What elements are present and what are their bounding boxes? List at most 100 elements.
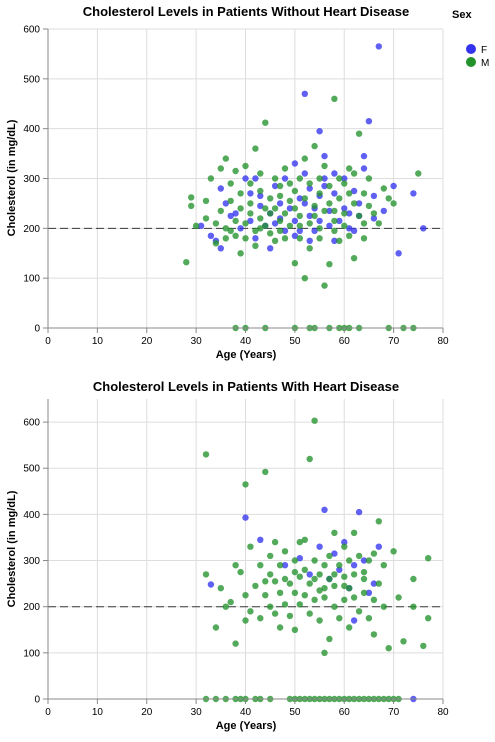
data-point-m <box>331 227 338 234</box>
data-point-m <box>316 235 323 242</box>
data-point-m <box>350 200 358 207</box>
data-point-m <box>242 162 249 170</box>
data-point-m <box>311 212 318 220</box>
data-point-m <box>257 170 264 177</box>
data-point-f <box>257 192 264 200</box>
data-point-m <box>202 197 210 205</box>
data-point-m <box>360 568 368 576</box>
data-point-f <box>341 205 348 212</box>
data-point-f <box>410 190 417 197</box>
data-point-m <box>271 237 279 244</box>
x-tick-label: 80 <box>437 707 449 718</box>
data-point-m <box>291 187 299 195</box>
data-point-m <box>355 212 363 220</box>
data-point-m <box>296 573 303 580</box>
data-point-m <box>252 227 259 234</box>
data-point-f <box>296 195 303 202</box>
data-point-m <box>276 192 284 200</box>
data-point-m <box>276 624 284 631</box>
data-point-m <box>232 562 239 569</box>
data-point-m <box>311 142 318 150</box>
data-point-f <box>360 557 368 564</box>
data-point-m <box>316 617 323 624</box>
data-point-f <box>331 170 338 177</box>
data-point-f <box>321 152 328 160</box>
data-point-f <box>217 185 224 192</box>
data-point-f <box>301 170 308 177</box>
axes: 0 10 20 30 40 50 60 70 80 0 100 200 300 400 500 600 <box>23 399 449 718</box>
data-point-m <box>321 562 328 569</box>
data-point-m <box>301 592 308 599</box>
y-axis-label: Cholesterol (in mg/dL) <box>6 490 18 607</box>
data-point-m <box>237 205 244 212</box>
data-point-f <box>217 245 224 252</box>
data-point-m <box>370 596 378 603</box>
data-point-f <box>326 207 333 215</box>
data-point-f <box>247 190 254 197</box>
data-point-m <box>360 220 368 227</box>
data-point-m <box>400 638 407 645</box>
data-point-m <box>311 202 318 210</box>
data-point-m <box>375 220 382 227</box>
data-point-m <box>257 187 264 195</box>
data-point-f <box>370 192 378 200</box>
data-point-m <box>296 222 303 229</box>
data-point-m <box>267 571 274 578</box>
data-point-m <box>267 552 274 560</box>
data-point-m <box>370 210 378 217</box>
legend: Sex F M <box>452 9 489 69</box>
data-point-m <box>237 568 244 576</box>
data-point-m <box>232 232 239 239</box>
data-point-m <box>242 592 249 599</box>
data-point-f <box>321 506 328 513</box>
data-point-m <box>257 225 264 232</box>
data-point-m <box>247 200 254 207</box>
data-point-m <box>346 232 353 239</box>
data-point-m <box>306 220 313 227</box>
data-point-f <box>227 212 234 220</box>
data-point-m <box>311 557 318 564</box>
data-point-m <box>331 529 338 536</box>
data-point-m <box>410 575 417 583</box>
data-point-m <box>380 603 387 610</box>
data-point-m <box>227 180 234 187</box>
data-point-f <box>242 175 249 182</box>
data-point-f <box>346 225 353 232</box>
data-point-m <box>183 259 190 266</box>
data-point-m <box>291 568 299 576</box>
data-point-f <box>420 225 427 232</box>
data-point-f <box>281 175 289 182</box>
x-tick-label: 10 <box>92 336 104 347</box>
data-point-f <box>350 562 358 569</box>
data-point-m <box>242 220 249 227</box>
data-point-m <box>222 235 229 242</box>
data-point-m <box>301 155 308 162</box>
x-tick-label: 20 <box>141 707 153 718</box>
data-point-m <box>212 624 220 631</box>
y-tick-label: 500 <box>23 74 40 85</box>
y-tick-label: 600 <box>23 25 40 36</box>
data-point-m <box>212 220 220 227</box>
data-point-f <box>306 185 313 192</box>
data-point-f <box>232 210 239 217</box>
x-tick-label: 30 <box>191 707 203 718</box>
data-point-m <box>316 190 323 197</box>
data-point-m <box>232 167 239 175</box>
data-point-m <box>271 205 279 212</box>
y-tick-label: 200 <box>23 224 40 235</box>
data-point-m <box>291 260 299 267</box>
x-tick-label: 40 <box>240 707 252 718</box>
data-point-m <box>296 538 303 546</box>
data-point-f <box>316 217 323 225</box>
data-point-f <box>375 543 382 550</box>
data-point-f <box>350 617 358 624</box>
y-tick-label: 300 <box>23 556 40 567</box>
data-point-f <box>350 187 358 195</box>
data-point-m <box>321 282 328 289</box>
data-point-m <box>355 608 363 615</box>
data-point-m <box>286 580 294 587</box>
data-point-f <box>257 202 264 210</box>
data-point-m <box>326 575 333 583</box>
data-point-m <box>242 235 249 242</box>
